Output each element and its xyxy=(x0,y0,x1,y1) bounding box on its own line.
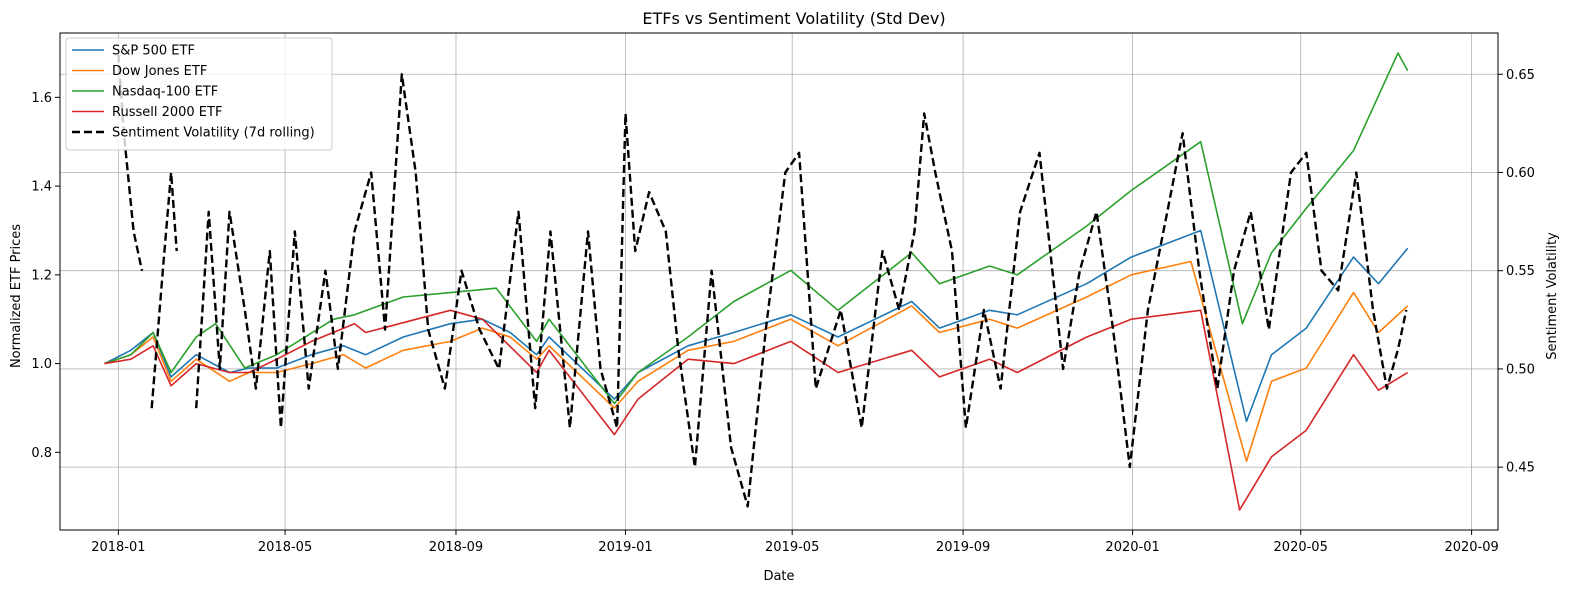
y2-tick-label: 0.55 xyxy=(1506,264,1535,279)
y-tick-label: 1.4 xyxy=(31,180,52,195)
y-axis-label: Normalized ETF Prices xyxy=(9,224,24,368)
grid xyxy=(60,33,1498,530)
legend-label: Dow Jones ETF xyxy=(112,64,207,79)
y-tick-label: 1.2 xyxy=(31,268,52,283)
legend-label: Nasdaq-100 ETF xyxy=(112,85,218,100)
y-tick-label: 1.0 xyxy=(31,357,52,372)
y2-tick-label: 0.65 xyxy=(1506,68,1535,83)
chart-title: ETFs vs Sentiment Volatility (Std Dev) xyxy=(642,9,945,28)
y2-tick-label: 0.60 xyxy=(1506,166,1535,181)
legend-label: Sentiment Volatility (7d rolling) xyxy=(112,126,315,141)
x-tick-label: 2020-05 xyxy=(1274,540,1328,555)
series-line-0 xyxy=(104,229,1409,423)
x-tick-label: 2018-05 xyxy=(258,540,312,555)
plot-frame xyxy=(59,32,1499,531)
x-tick-label: 2019-01 xyxy=(598,540,652,555)
y2-tick-label: 0.45 xyxy=(1506,461,1535,476)
y2-axis-label: Sentiment Volatility xyxy=(1545,232,1560,360)
y-tick-label: 1.6 xyxy=(31,91,52,106)
legend-box xyxy=(65,37,333,151)
x-tick-label: 2020-09 xyxy=(1444,540,1498,555)
x-tick-label: 2019-05 xyxy=(765,540,819,555)
x-tick-label: 2020-01 xyxy=(1105,540,1159,555)
axes: 2018-01 2018-05 2018-09 2019-01 2019-05 2019-… xyxy=(31,32,1535,555)
legend: S&P 500 ETF Dow Jones ETF Nasdaq-100 ETF Ru… xyxy=(65,37,333,151)
y-tick-label: 0.8 xyxy=(31,446,52,461)
series-line-2 xyxy=(104,52,1409,405)
x-tick-label: 2019-09 xyxy=(936,540,990,555)
x-tick-label: 2018-01 xyxy=(91,540,145,555)
legend-label: S&P 500 ETF xyxy=(112,44,195,59)
legend-label: Russell 2000 ETF xyxy=(112,105,222,120)
y2-tick-label: 0.50 xyxy=(1506,362,1535,377)
x-axis-label: Date xyxy=(763,569,794,584)
series-line-1 xyxy=(104,260,1409,462)
x-tick-label: 2018-09 xyxy=(429,540,483,555)
series-line-3 xyxy=(104,309,1409,511)
